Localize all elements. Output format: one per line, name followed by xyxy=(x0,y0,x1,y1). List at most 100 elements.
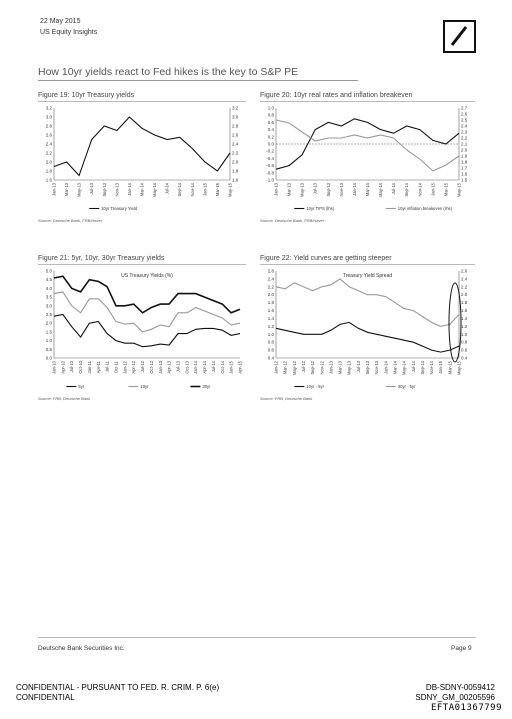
y2-tick-label: 0.4 xyxy=(461,356,468,361)
x-tick-label: Nov-14 xyxy=(429,360,434,374)
y-tick-label: 1.6 xyxy=(46,178,53,183)
x-tick-label: Mar-14 xyxy=(392,360,397,374)
x-tick-label: Jan-15 xyxy=(438,360,443,373)
y-tick-label: 2.2 xyxy=(268,284,275,289)
x-tick-label: Mar-14 xyxy=(140,182,145,196)
x-tick-label: Mar-15 xyxy=(215,182,220,196)
figure-22-title: Figure 22: Yield curves are getting stee… xyxy=(260,255,392,262)
y2-tick-label: 2.2 xyxy=(232,151,239,156)
y2-tick-label: 1.6 xyxy=(461,172,468,177)
x-tick-label: Jan-13 xyxy=(274,182,279,195)
x-tick-label: Sep-14 xyxy=(404,182,409,196)
x-tick-label: Jul-12 xyxy=(140,360,145,372)
x-tick-label: Apr-14 xyxy=(202,360,207,373)
x-tick-label: Jan-10 xyxy=(52,360,57,373)
x-tick-label: Jul-13 xyxy=(356,360,361,372)
chart-inner-title: Treasury Yield Spread xyxy=(343,273,393,279)
x-tick-label: Mar-14 xyxy=(365,182,370,196)
x-tick-label: Jan-14 xyxy=(127,182,132,195)
y2-tick-label: 1.2 xyxy=(461,324,468,329)
legend-label-1: 30yr - 5yr xyxy=(398,384,416,389)
figure-22-chart: 2.6 2.4 2.2 2.0 1.8 1.6 1.4 1.2 1.0 0.8 0.6 0.4 2.6 2… xyxy=(268,269,468,390)
y-tick-label: 0.2 xyxy=(268,134,275,139)
x-tick-label: Jan-13 xyxy=(52,182,57,195)
y2-tick-label: 1.8 xyxy=(461,300,468,305)
x-tick-label: Jul-10 xyxy=(69,360,74,372)
figure-20-title: Figure 20: 10yr real rates and inflation… xyxy=(260,92,413,99)
series-line-1 xyxy=(53,291,241,333)
x-tick-label: Jul-13 xyxy=(313,182,318,194)
x-tick-label: Mar-13 xyxy=(287,182,292,196)
x-tick-label: Jul-11 xyxy=(105,360,110,372)
x-tick-label: May-14 xyxy=(152,182,157,197)
y-tick-label: 2.0 xyxy=(46,321,53,326)
x-tick-label: Sep-13 xyxy=(326,182,331,196)
x-tick-label: Jul-12 xyxy=(301,360,306,372)
legend-label-1: 10yr xyxy=(140,384,149,389)
y-tick-label: 2.4 xyxy=(268,276,275,281)
y-tick-label: 2.8 xyxy=(46,124,53,129)
y2-tick-label: 3.0 xyxy=(232,115,239,120)
x-tick-label: Mar-13 xyxy=(64,182,69,196)
x-tick-label: Jan-15 xyxy=(202,182,207,195)
y2-tick-label: 2.2 xyxy=(461,284,468,289)
x-tick-label: Jan-14 xyxy=(383,360,388,373)
y2-tick-label: 1.0 xyxy=(461,332,468,337)
x-tick-label: Nov-13 xyxy=(339,182,344,196)
x-tick-label: Jan-13 xyxy=(328,360,333,373)
x-tick-label: Oct-13 xyxy=(184,360,189,373)
x-tick-label: Mar-15 xyxy=(443,182,448,196)
y-tick-label: 1.0 xyxy=(268,106,275,111)
x-tick-label: Jan-13 xyxy=(158,360,163,373)
x-tick-label: Nov-14 xyxy=(190,182,195,196)
y-tick-label: 2.0 xyxy=(46,160,53,165)
x-tick-label: Oct-10 xyxy=(78,360,83,373)
figure-20-chart: 1.0 0.8 0.6 0.4 0.2 0.0 -0.2 -0.4 -0.6 -0.8 -1.0 2.… xyxy=(266,106,468,212)
y2-tick-label: 2.4 xyxy=(461,124,468,129)
title-divider xyxy=(38,80,358,81)
x-tick-label: Oct-14 xyxy=(220,360,225,373)
x-tick-label: Mar-13 xyxy=(338,360,343,374)
y-tick-label: 3.0 xyxy=(46,303,53,308)
y-tick-label: 2.6 xyxy=(268,269,275,274)
legend-label-0: 10yr - 5yr xyxy=(306,384,324,389)
figure-19-chart: 3.2 3.0 2.8 2.6 2.4 2.2 2.0 1.8 1.6 3.2 3.0 2.8 2.6 2… xyxy=(46,106,239,212)
x-tick-label: Jan-15 xyxy=(430,182,435,195)
x-tick-label: May-13 xyxy=(347,360,352,375)
y-tick-label: 0.0 xyxy=(46,356,53,361)
figure-19-source: Source: Deutsche Bank, FRB/Haver xyxy=(38,218,103,223)
y2-tick-label: 1.8 xyxy=(232,169,239,174)
y-tick-label: 0.0 xyxy=(268,142,275,147)
y-tick-label: 2.2 xyxy=(46,151,53,156)
y-tick-label: -0.2 xyxy=(266,149,274,154)
x-tick-label: Apr-15 xyxy=(238,360,243,373)
y-tick-label: 1.6 xyxy=(268,308,275,313)
figure-20-source: Source: Deutsche Bank, FRB/Haver xyxy=(260,218,325,223)
y2-tick-label: 2.8 xyxy=(232,124,239,129)
y-tick-label: 1.4 xyxy=(268,316,275,321)
series-line-0 xyxy=(53,313,241,348)
y2-tick-label: 3.2 xyxy=(232,106,239,111)
x-tick-label: May-15 xyxy=(457,360,462,375)
x-tick-label: Nov-14 xyxy=(417,182,422,196)
page-number: Page 9 xyxy=(451,645,472,652)
x-tick-label: Apr-13 xyxy=(167,360,172,373)
x-tick-label: Jul-14 xyxy=(391,182,396,194)
series-line-2 xyxy=(53,275,241,314)
x-tick-label: Apr-11 xyxy=(96,360,101,373)
x-tick-label: Apr-12 xyxy=(131,360,136,373)
legend-label-2: 30yr xyxy=(202,384,211,389)
figure-21-title: Figure 21: 5yr, 10yr, 30yr Treasury yiel… xyxy=(38,255,165,262)
x-tick-label: Sep-12 xyxy=(310,360,315,374)
x-tick-label: Mar-12 xyxy=(283,360,288,374)
y-tick-label: 4.0 xyxy=(46,286,53,291)
y2-tick-label: 2.0 xyxy=(232,160,239,165)
y2-tick-label: 2.6 xyxy=(461,112,468,117)
y2-tick-label: 2.4 xyxy=(232,142,239,147)
page-title: How 10yr yields react to Fed hikes is th… xyxy=(38,66,299,78)
y-tick-label: 0.4 xyxy=(268,127,275,132)
y2-tick-label: 2.6 xyxy=(461,269,468,274)
x-tick-label: Jan-14 xyxy=(352,182,357,195)
y2-tick-label: 0.6 xyxy=(461,348,468,353)
